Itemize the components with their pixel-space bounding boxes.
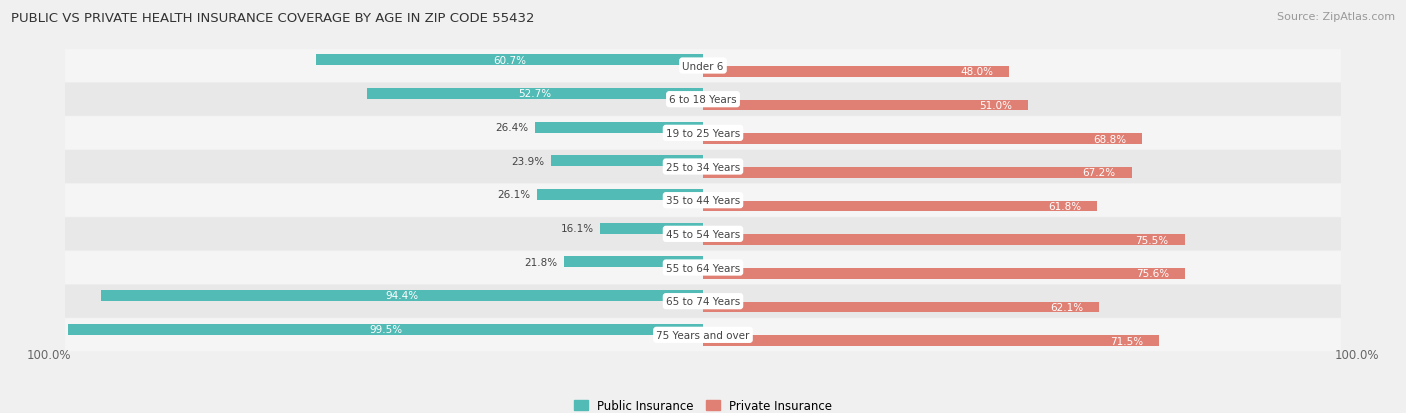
FancyBboxPatch shape <box>65 83 1341 116</box>
Legend: Public Insurance, Private Insurance: Public Insurance, Private Insurance <box>569 394 837 413</box>
Text: 23.9%: 23.9% <box>510 157 544 166</box>
Bar <box>703 235 1185 245</box>
Text: 48.0%: 48.0% <box>960 67 993 77</box>
Text: 75 Years and over: 75 Years and over <box>657 330 749 340</box>
Text: 55 to 64 Years: 55 to 64 Years <box>666 263 740 273</box>
Bar <box>69 324 703 335</box>
Text: 52.7%: 52.7% <box>519 89 551 99</box>
Text: 68.8%: 68.8% <box>1092 134 1126 144</box>
Text: 62.1%: 62.1% <box>1050 302 1083 312</box>
Text: 94.4%: 94.4% <box>385 291 419 301</box>
Bar <box>703 335 1159 346</box>
FancyBboxPatch shape <box>65 285 1341 318</box>
Bar <box>703 201 1097 212</box>
Text: 100.0%: 100.0% <box>1334 348 1379 361</box>
Bar <box>537 190 703 200</box>
Bar <box>703 100 1028 111</box>
Text: 75.6%: 75.6% <box>1136 268 1170 278</box>
Text: 99.5%: 99.5% <box>370 324 402 334</box>
Text: 67.2%: 67.2% <box>1083 168 1116 178</box>
FancyBboxPatch shape <box>65 218 1341 251</box>
Bar <box>564 257 703 268</box>
FancyBboxPatch shape <box>65 252 1341 284</box>
Text: 16.1%: 16.1% <box>561 223 593 234</box>
Text: 6 to 18 Years: 6 to 18 Years <box>669 95 737 105</box>
Bar <box>703 66 1010 77</box>
Bar <box>703 268 1185 279</box>
Text: Under 6: Under 6 <box>682 62 724 71</box>
Bar <box>551 156 703 167</box>
Bar <box>703 134 1142 145</box>
FancyBboxPatch shape <box>65 151 1341 183</box>
FancyBboxPatch shape <box>65 117 1341 150</box>
Text: 61.8%: 61.8% <box>1047 202 1081 211</box>
Bar <box>101 290 703 301</box>
Bar <box>703 167 1132 178</box>
Text: 71.5%: 71.5% <box>1109 336 1143 346</box>
Bar <box>600 223 703 234</box>
Text: 35 to 44 Years: 35 to 44 Years <box>666 196 740 206</box>
Text: PUBLIC VS PRIVATE HEALTH INSURANCE COVERAGE BY AGE IN ZIP CODE 55432: PUBLIC VS PRIVATE HEALTH INSURANCE COVER… <box>11 12 534 25</box>
Text: 75.5%: 75.5% <box>1136 235 1168 245</box>
Text: 65 to 74 Years: 65 to 74 Years <box>666 297 740 306</box>
FancyBboxPatch shape <box>65 318 1341 351</box>
FancyBboxPatch shape <box>65 184 1341 217</box>
Text: 45 to 54 Years: 45 to 54 Years <box>666 229 740 239</box>
Bar <box>316 55 703 66</box>
Bar <box>534 122 703 133</box>
Text: 19 to 25 Years: 19 to 25 Years <box>666 128 740 138</box>
Text: Source: ZipAtlas.com: Source: ZipAtlas.com <box>1277 12 1395 22</box>
Text: 60.7%: 60.7% <box>494 56 526 66</box>
Text: 25 to 34 Years: 25 to 34 Years <box>666 162 740 172</box>
Bar <box>703 302 1099 313</box>
Text: 21.8%: 21.8% <box>524 257 558 267</box>
Text: 51.0%: 51.0% <box>980 101 1012 111</box>
Text: 100.0%: 100.0% <box>27 348 72 361</box>
Text: 26.4%: 26.4% <box>495 123 529 133</box>
Text: 26.1%: 26.1% <box>496 190 530 200</box>
FancyBboxPatch shape <box>65 50 1341 83</box>
Bar <box>367 89 703 100</box>
